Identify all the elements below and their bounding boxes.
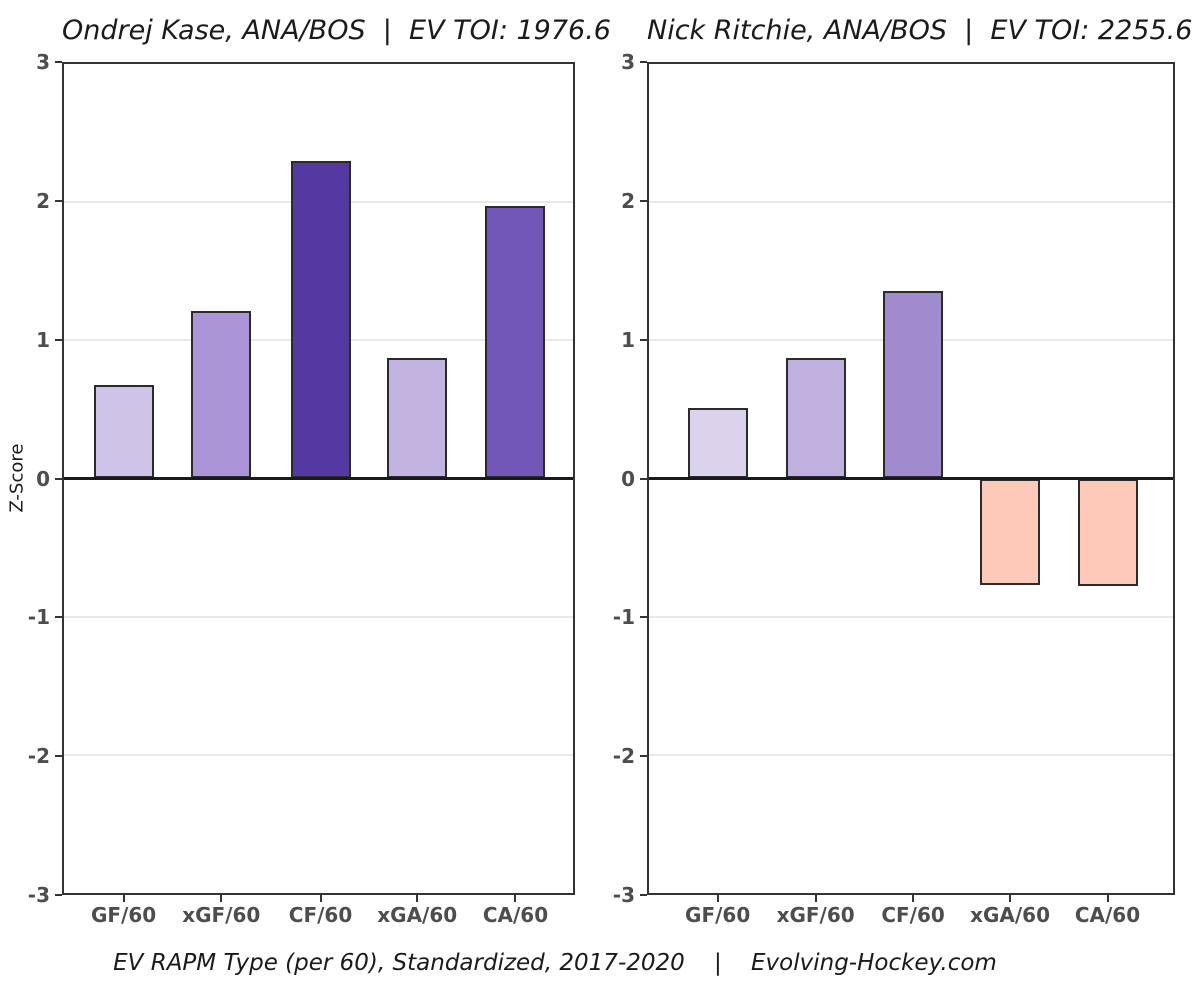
y-axis-tick — [55, 755, 62, 758]
y-axis-label: Z-Score — [6, 443, 28, 513]
x-tick-label: CF/60 — [881, 903, 945, 927]
y-axis-tick — [55, 477, 62, 480]
y-axis-tick — [55, 61, 62, 63]
zero-baseline — [649, 477, 1173, 480]
y-tick-label: -2 — [27, 744, 50, 769]
bar-ca-60 — [1077, 478, 1138, 587]
x-tick-label: GF/60 — [685, 903, 751, 927]
bar-xgf-60 — [785, 358, 846, 479]
gridline-y-1 — [649, 615, 1173, 618]
x-tick-label: CA/60 — [1074, 903, 1141, 927]
x-axis-tick — [220, 895, 223, 902]
y-tick-label: -3 — [27, 883, 50, 907]
figure-caption: EV RAPM Type (per 60), Standardized, 201… — [113, 950, 997, 976]
y-axis-tick — [640, 616, 647, 619]
y-tick-label: 3 — [36, 50, 50, 74]
x-tick-label: xGF/60 — [182, 903, 261, 927]
x-tick-label: xGA/60 — [377, 903, 458, 927]
y-axis-tick — [55, 894, 62, 896]
x-axis-tick — [319, 895, 322, 902]
chart-title-left: Ondrej Kase, ANA/BOS | EV TOI: 1976.6 — [62, 15, 611, 46]
bar-gf-60 — [93, 384, 154, 479]
bar-xga-60 — [980, 478, 1041, 585]
x-tick-label: xGF/60 — [776, 903, 855, 927]
bar-xga-60 — [387, 358, 448, 479]
bar-xgf-60 — [191, 311, 252, 479]
zero-baseline — [64, 477, 573, 480]
y-tick-label: -2 — [612, 744, 635, 769]
y-tick-label: -3 — [612, 883, 635, 907]
chart-title-right: Nick Ritchie, ANA/BOS | EV TOI: 2255.6 — [647, 15, 1193, 46]
x-axis-tick — [122, 895, 125, 902]
x-axis-tick — [1009, 895, 1012, 902]
y-tick-label: 2 — [36, 188, 50, 213]
y-tick-label: 3 — [621, 50, 635, 74]
y-axis-tick — [640, 61, 647, 63]
y-axis-tick — [640, 199, 647, 202]
bar-gf-60 — [687, 408, 748, 479]
y-axis-tick — [55, 616, 62, 619]
x-tick-label: GF/60 — [90, 903, 157, 927]
y-tick-label: -1 — [27, 605, 50, 630]
y-tick-label: 1 — [621, 327, 635, 352]
x-axis-tick — [814, 895, 817, 902]
x-tick-label: CA/60 — [482, 903, 549, 927]
x-axis-tick — [716, 895, 719, 902]
gridline-y2 — [649, 201, 1173, 204]
bar-ca-60 — [485, 206, 546, 479]
y-tick-label: -1 — [612, 605, 635, 630]
plot-area-right — [647, 62, 1175, 895]
y-axis-tick — [640, 755, 647, 758]
x-axis-tick — [912, 895, 915, 902]
x-tick-label: xGA/60 — [970, 903, 1050, 927]
y-axis-tick — [55, 338, 62, 341]
x-axis-tick — [416, 895, 419, 902]
x-axis-tick — [1106, 895, 1109, 902]
bar-cf-60 — [290, 160, 351, 479]
y-axis-tick — [640, 477, 647, 480]
y-tick-label: 1 — [36, 327, 50, 352]
y-axis-tick — [640, 894, 647, 896]
x-axis-tick — [514, 895, 517, 902]
y-tick-label: 0 — [621, 466, 635, 491]
bar-cf-60 — [883, 290, 944, 479]
x-tick-label: CF/60 — [288, 903, 353, 927]
y-axis-tick — [640, 338, 647, 341]
gridline-y-2 — [649, 753, 1173, 756]
y-tick-label: 2 — [621, 188, 635, 213]
plot-area-left — [62, 62, 575, 895]
gridline-y-2 — [64, 753, 573, 756]
gridline-y-1 — [64, 615, 573, 618]
y-axis-tick — [55, 199, 62, 202]
